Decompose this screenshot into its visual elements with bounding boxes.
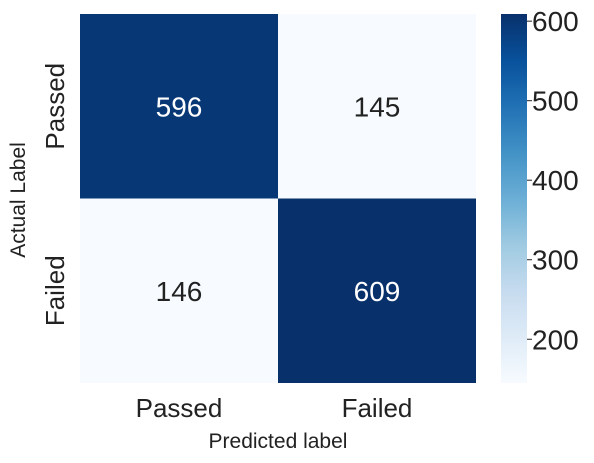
heatmap-grid: 596 145 146 609 xyxy=(80,14,476,383)
x-tick-label: Failed xyxy=(342,393,413,423)
heatmap-cell xyxy=(80,14,278,199)
cell-value-label: 146 xyxy=(156,276,203,307)
x-axis-ticks: Passed Failed xyxy=(136,393,413,423)
x-axis-title: Predicted label xyxy=(209,430,348,453)
colorbar-tick-label: 200 xyxy=(532,324,579,355)
y-tick-label: Failed xyxy=(40,255,70,326)
colorbar-tick-label: 400 xyxy=(532,165,579,196)
cell-value-label: 609 xyxy=(354,276,401,307)
heatmap-cell xyxy=(278,14,476,199)
colorbar-tick-label: 500 xyxy=(532,86,579,117)
y-axis-title: Actual Label xyxy=(7,142,30,258)
heatmap-cell xyxy=(278,198,476,383)
colorbar-tick-label: 600 xyxy=(532,6,579,37)
x-tick-label: Passed xyxy=(136,393,223,423)
y-axis-ticks: Passed Failed xyxy=(40,63,70,326)
colorbar-tick-label: 300 xyxy=(532,245,579,276)
cell-value-label: 145 xyxy=(354,91,401,122)
colorbar-gradient xyxy=(501,14,527,383)
heatmap-cell xyxy=(80,198,278,383)
colorbar: 200 300 400 500 600 xyxy=(501,6,579,383)
y-tick-label: Passed xyxy=(40,63,70,150)
cell-value-label: 596 xyxy=(156,91,203,122)
